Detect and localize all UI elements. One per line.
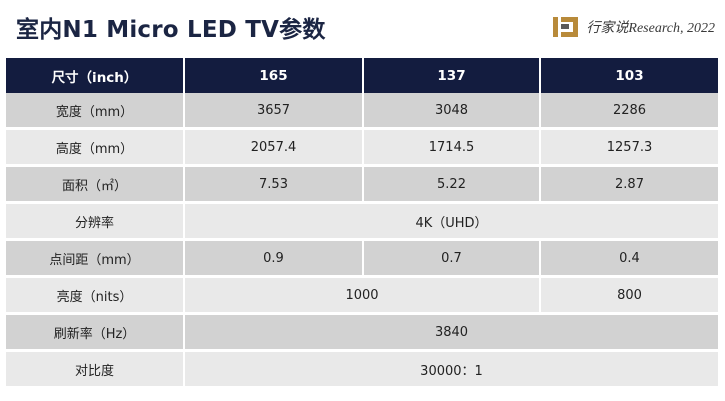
- row-label: 点间距（mm）: [6, 239, 185, 278]
- row-label: 高度（mm）: [6, 128, 185, 167]
- cell-value-merged: 4K（UHD）: [184, 202, 718, 241]
- cell-value: 2057.4: [184, 128, 364, 167]
- table-row-area: 面积（㎡） 7.53 5.22 2.87: [6, 165, 718, 204]
- cell-value: 3048: [363, 93, 541, 130]
- row-label: 分辨率: [6, 202, 185, 241]
- table-row-resolution: 分辨率 4K（UHD）: [6, 202, 718, 241]
- brand: 行家说Research, 2022: [552, 16, 715, 38]
- cell-value: 0.4: [540, 239, 718, 278]
- table-row-height: 高度（mm） 2057.4 1714.5 1257.3: [6, 128, 718, 167]
- brand-text: 行家说Research, 2022: [586, 21, 715, 36]
- cell-value: 5.22: [363, 165, 541, 204]
- cell-value: 0.9: [184, 239, 364, 278]
- row-label: 刷新率（Hz）: [6, 313, 185, 352]
- header-103: 103: [540, 58, 718, 93]
- cell-value: 1714.5: [363, 128, 541, 167]
- cell-value: 0.7: [363, 239, 541, 278]
- header-137: 137: [363, 58, 541, 93]
- table-row-width: 宽度（mm） 3657 3048 2286: [6, 93, 718, 130]
- cell-value: 7.53: [184, 165, 364, 204]
- cell-value: 2286: [540, 93, 718, 130]
- header-size: 尺寸（inch）: [6, 58, 185, 93]
- table-row-pixel-pitch: 点间距（mm） 0.9 0.7 0.4: [6, 239, 718, 278]
- row-label: 宽度（mm）: [6, 93, 185, 130]
- row-label: 亮度（nits）: [6, 276, 185, 315]
- table-header-row: 尺寸（inch） 165 137 103: [6, 58, 718, 93]
- cell-value: 800: [540, 276, 718, 315]
- brand-logo-icon: [552, 16, 580, 38]
- row-label: 面积（㎡）: [6, 165, 185, 204]
- spec-table: 尺寸（inch） 165 137 103 宽度（mm） 3657 3048 22…: [6, 58, 718, 389]
- page-title: 室内N1 Micro LED TV参数: [16, 17, 326, 43]
- table-row-brightness: 亮度（nits） 1000 800: [6, 276, 718, 315]
- cell-value-merged: 3840: [184, 313, 718, 352]
- header-165: 165: [184, 58, 364, 93]
- table-row-refresh-rate: 刷新率（Hz） 3840: [6, 313, 718, 352]
- cell-value-merged: 30000：1: [184, 350, 718, 389]
- table-row-contrast: 对比度 30000：1: [6, 350, 718, 389]
- cell-value: 2.87: [540, 165, 718, 204]
- row-label: 对比度: [6, 350, 185, 389]
- cell-value-merged: 1000: [184, 276, 541, 315]
- cell-value: 1257.3: [540, 128, 718, 167]
- cell-value: 3657: [184, 93, 364, 130]
